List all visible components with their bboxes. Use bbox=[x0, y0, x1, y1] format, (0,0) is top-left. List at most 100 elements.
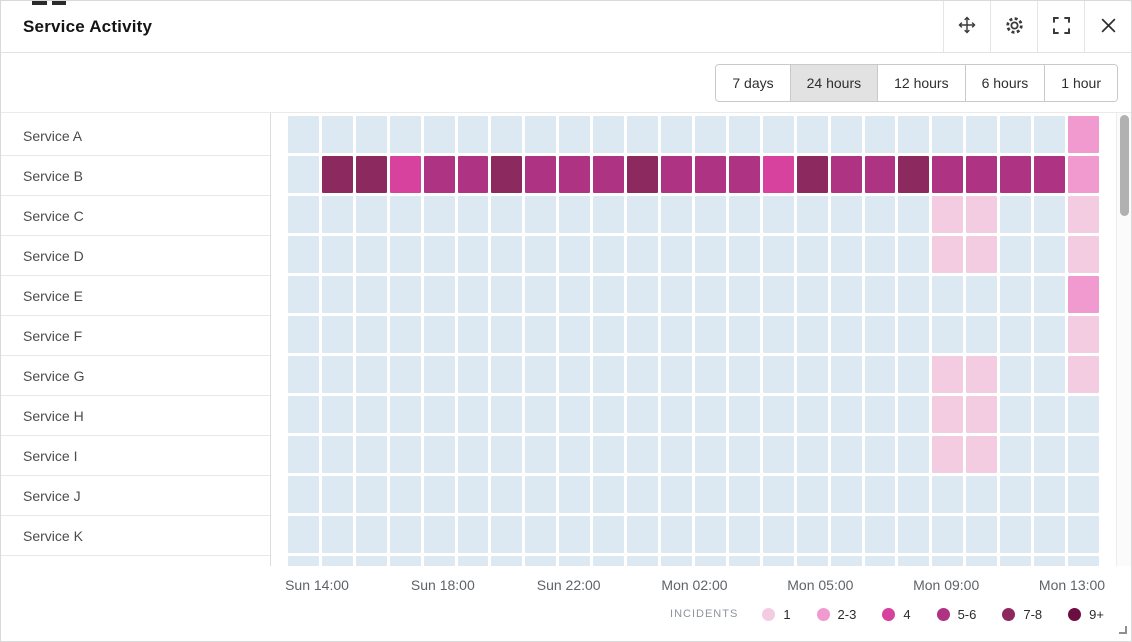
heatmap-cell[interactable] bbox=[389, 156, 421, 193]
vertical-scrollbar[interactable] bbox=[1116, 113, 1131, 566]
heatmap-cell[interactable] bbox=[864, 236, 896, 273]
heatmap-cell[interactable] bbox=[796, 156, 828, 193]
heatmap-cell[interactable] bbox=[491, 156, 523, 193]
heatmap-cell[interactable] bbox=[728, 116, 760, 153]
heatmap-cell[interactable] bbox=[694, 156, 726, 193]
heatmap-cell[interactable] bbox=[355, 156, 387, 193]
heatmap-cell[interactable] bbox=[898, 356, 930, 393]
heatmap-cell[interactable] bbox=[830, 436, 862, 473]
tab-1-hour[interactable]: 1 hour bbox=[1044, 64, 1117, 101]
heatmap-cell[interactable] bbox=[830, 116, 862, 153]
heatmap-cell[interactable] bbox=[830, 516, 862, 553]
heatmap-cell[interactable] bbox=[1068, 476, 1099, 513]
heatmap-cell[interactable] bbox=[966, 516, 998, 553]
heatmap-cell[interactable] bbox=[423, 156, 455, 193]
heatmap-cell[interactable] bbox=[288, 196, 319, 233]
heatmap-cell[interactable] bbox=[321, 116, 353, 153]
settings-button[interactable] bbox=[990, 1, 1037, 52]
heatmap-cell[interactable] bbox=[321, 436, 353, 473]
heatmap-cell[interactable] bbox=[423, 116, 455, 153]
heatmap-cell[interactable] bbox=[457, 196, 489, 233]
heatmap-cell[interactable] bbox=[1000, 476, 1032, 513]
heatmap-cell[interactable] bbox=[694, 436, 726, 473]
heatmap-cell[interactable] bbox=[694, 556, 726, 566]
heatmap-cell[interactable] bbox=[559, 436, 591, 473]
heatmap-cell[interactable] bbox=[593, 396, 625, 433]
heatmap-cell[interactable] bbox=[661, 556, 692, 566]
service-list-item[interactable]: Service B bbox=[1, 156, 270, 196]
heatmap-cell[interactable] bbox=[966, 276, 998, 313]
heatmap-cell[interactable] bbox=[288, 236, 319, 273]
heatmap-cell[interactable] bbox=[932, 196, 964, 233]
heatmap-cell[interactable] bbox=[423, 316, 455, 353]
service-list-item[interactable]: Service D bbox=[1, 236, 270, 276]
heatmap-cell[interactable] bbox=[389, 276, 421, 313]
heatmap-cell[interactable] bbox=[932, 236, 964, 273]
heatmap-cell[interactable] bbox=[491, 116, 523, 153]
heatmap-cell[interactable] bbox=[389, 196, 421, 233]
heatmap-cell[interactable] bbox=[1000, 396, 1032, 433]
heatmap-cell[interactable] bbox=[1034, 556, 1066, 566]
heatmap-cell[interactable] bbox=[830, 316, 862, 353]
heatmap-cell[interactable] bbox=[457, 156, 489, 193]
heatmap-cell[interactable] bbox=[355, 436, 387, 473]
heatmap-cell[interactable] bbox=[593, 236, 625, 273]
heatmap-cell[interactable] bbox=[423, 196, 455, 233]
heatmap-cell[interactable] bbox=[1034, 436, 1066, 473]
heatmap-cell[interactable] bbox=[694, 516, 726, 553]
heatmap-cell[interactable] bbox=[932, 276, 964, 313]
heatmap-cell[interactable] bbox=[559, 516, 591, 553]
heatmap-cell[interactable] bbox=[559, 316, 591, 353]
heatmap-cell[interactable] bbox=[728, 276, 760, 313]
heatmap-cell[interactable] bbox=[593, 156, 625, 193]
heatmap-cell[interactable] bbox=[389, 356, 421, 393]
heatmap-cell[interactable] bbox=[1034, 316, 1066, 353]
heatmap-cell[interactable] bbox=[661, 116, 692, 153]
heatmap-cell[interactable] bbox=[593, 196, 625, 233]
heatmap-cell[interactable] bbox=[559, 476, 591, 513]
heatmap-cell[interactable] bbox=[525, 476, 557, 513]
heatmap-cell[interactable] bbox=[932, 356, 964, 393]
heatmap-cell[interactable] bbox=[288, 116, 319, 153]
heatmap-cell[interactable] bbox=[457, 396, 489, 433]
heatmap-cell[interactable] bbox=[593, 516, 625, 553]
heatmap-cell[interactable] bbox=[423, 516, 455, 553]
heatmap-cell[interactable] bbox=[525, 196, 557, 233]
heatmap-cell[interactable] bbox=[525, 116, 557, 153]
heatmap-cell[interactable] bbox=[627, 156, 659, 193]
heatmap-cell[interactable] bbox=[1000, 236, 1032, 273]
heatmap-cell[interactable] bbox=[627, 476, 659, 513]
heatmap-cell[interactable] bbox=[864, 516, 896, 553]
heatmap-cell[interactable] bbox=[661, 276, 692, 313]
heatmap-cell[interactable] bbox=[627, 316, 659, 353]
heatmap-cell[interactable] bbox=[525, 396, 557, 433]
heatmap-cell[interactable] bbox=[1034, 516, 1066, 553]
service-list-item[interactable]: Service F bbox=[1, 316, 270, 356]
heatmap-cell[interactable] bbox=[457, 356, 489, 393]
heatmap-cell[interactable] bbox=[355, 396, 387, 433]
heatmap-cell[interactable] bbox=[1000, 436, 1032, 473]
heatmap-cell[interactable] bbox=[389, 556, 421, 566]
heatmap-cell[interactable] bbox=[627, 356, 659, 393]
heatmap-cell[interactable] bbox=[627, 276, 659, 313]
heatmap-cell[interactable] bbox=[423, 476, 455, 513]
heatmap-cell[interactable] bbox=[627, 236, 659, 273]
heatmap-cell[interactable] bbox=[491, 356, 523, 393]
heatmap-cell[interactable] bbox=[559, 196, 591, 233]
heatmap-cell[interactable] bbox=[1000, 196, 1032, 233]
heatmap-cell[interactable] bbox=[1068, 156, 1099, 193]
heatmap-cell[interactable] bbox=[796, 276, 828, 313]
heatmap-cell[interactable] bbox=[491, 396, 523, 433]
heatmap-cell[interactable] bbox=[355, 236, 387, 273]
heatmap-cell[interactable] bbox=[728, 316, 760, 353]
heatmap-cell[interactable] bbox=[1000, 116, 1032, 153]
heatmap-cell[interactable] bbox=[762, 436, 794, 473]
heatmap-cell[interactable] bbox=[1068, 116, 1099, 153]
heatmap-cell[interactable] bbox=[661, 236, 692, 273]
heatmap-cell[interactable] bbox=[661, 356, 692, 393]
service-list-item[interactable]: Service E bbox=[1, 276, 270, 316]
service-list-item[interactable]: Service H bbox=[1, 396, 270, 436]
heatmap-cell[interactable] bbox=[559, 116, 591, 153]
fullscreen-button[interactable] bbox=[1037, 1, 1084, 52]
heatmap-cell[interactable] bbox=[355, 516, 387, 553]
